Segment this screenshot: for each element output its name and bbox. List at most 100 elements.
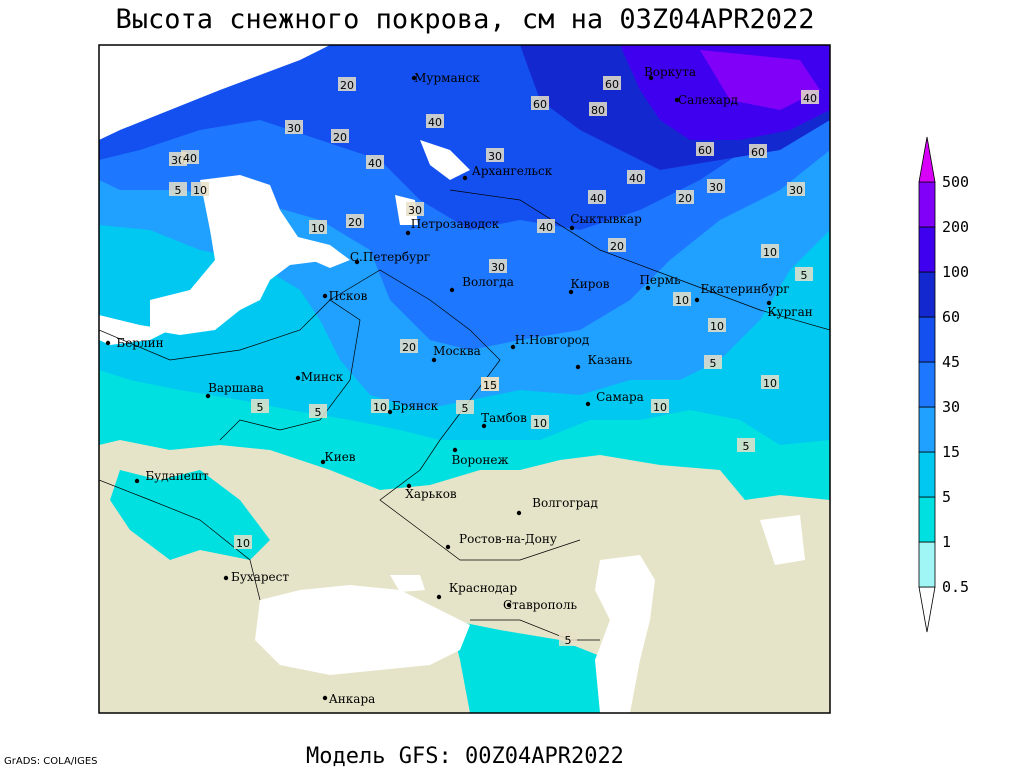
contour-label: 30: [488, 150, 502, 163]
contour-label-bg: [531, 415, 549, 429]
colorbar-segment: [918, 586, 936, 633]
contour-label-bg: [346, 214, 364, 228]
colorbar-label: 45: [942, 353, 960, 371]
contour-label-bg: [707, 179, 725, 193]
contour-label: 10: [675, 294, 689, 307]
contour-label-bg: [456, 400, 474, 414]
contour-label-bg: [651, 399, 669, 413]
white-sea: [420, 140, 470, 180]
city-dot: [406, 483, 412, 489]
colorbar-segment: [918, 181, 936, 228]
contour-label-bg: [559, 632, 577, 646]
contour-label: 20: [610, 240, 624, 253]
city-dot: [506, 602, 512, 608]
contour-label: 20: [678, 192, 692, 205]
contour-label-bg: [696, 142, 714, 156]
sea: [99, 45, 330, 140]
city-dot: [481, 423, 487, 429]
city-dot: [405, 230, 411, 236]
contour-label-bg: [801, 90, 819, 104]
lake: [290, 235, 350, 268]
contour-label: 5: [710, 357, 717, 370]
city-label: Брянск: [392, 399, 439, 413]
contour-label-bg: [676, 190, 694, 204]
city-label: Казань: [588, 353, 633, 367]
contour-label: 5: [801, 269, 808, 282]
city-label: Бухарест: [231, 570, 289, 584]
contour-label-bg: [331, 129, 349, 143]
city-label: Салехард: [678, 93, 738, 107]
city-label: Сыктывкар: [570, 212, 642, 226]
city-dot: [105, 340, 111, 346]
contour-label: 5: [257, 401, 264, 414]
contour-label-bg: [795, 267, 813, 281]
contour-label: 10: [763, 377, 777, 390]
colorbar-label: 1: [942, 533, 951, 551]
contour-label: 10: [373, 401, 387, 414]
colorbar-segment: [918, 271, 936, 318]
city-label: С.Петербург: [350, 250, 430, 264]
city-dot: [766, 300, 772, 306]
city-dot: [205, 393, 211, 399]
city-dot: [575, 364, 581, 370]
city-dot: [645, 285, 651, 291]
snow-200-500: [700, 50, 820, 110]
contour-label: 30: [709, 181, 723, 194]
city-dot: [322, 695, 328, 701]
city-label: Самара: [596, 390, 644, 404]
contour-label: 20: [333, 131, 347, 144]
contour-label: 20: [348, 216, 362, 229]
city-dot: [322, 293, 328, 299]
city-dot: [436, 594, 442, 600]
azov-sea: [390, 575, 425, 592]
colorbar-segment: [918, 451, 936, 498]
city-label: Пермь: [639, 273, 681, 287]
city-label: Архангельск: [472, 164, 553, 178]
contour-label: 60: [605, 78, 619, 91]
contour-label-bg: [426, 114, 444, 128]
contour-label-bg: [787, 182, 805, 196]
black-sea: [255, 585, 470, 675]
city-label: Киров: [571, 277, 610, 291]
city-dot: [694, 297, 700, 303]
city-dot: [411, 75, 417, 81]
contour-label-bg: [366, 155, 384, 169]
credit: GrADS: COLA/IGES: [4, 756, 98, 767]
contour-label-bg: [234, 535, 252, 549]
contour-label-bg: [309, 404, 327, 418]
city-dot: [445, 544, 451, 550]
colorbar-segment: [918, 406, 936, 453]
city-label: Киев: [324, 450, 355, 464]
city-dot: [510, 344, 516, 350]
contour-label: 40: [428, 116, 442, 129]
map-frame: [98, 44, 831, 714]
city-label: Мурманск: [414, 71, 480, 85]
city-dot: [585, 401, 591, 407]
colorbar-label: 5: [942, 488, 951, 506]
contour-label: 5: [315, 406, 322, 419]
city-dot: [568, 289, 574, 295]
city-label: Харьков: [405, 487, 457, 501]
contour-label-bg: [588, 190, 606, 204]
contour-label: 5: [175, 184, 182, 197]
city-dot: [295, 375, 301, 381]
city-label: Псков: [329, 289, 368, 303]
borders: [99, 189, 830, 641]
contour-label-bg: [181, 150, 199, 164]
contour-label: 30: [789, 184, 803, 197]
contour-label: 10: [193, 184, 207, 197]
colorbar-segment: [918, 541, 936, 588]
contour-label-bg: [708, 318, 726, 332]
contour-label-bg: [285, 120, 303, 134]
city-dot: [134, 478, 140, 484]
contour-label: 40: [183, 152, 197, 165]
city-dot: [354, 259, 360, 265]
contour-label-bg: [608, 238, 626, 252]
contour-label-bg: [761, 375, 779, 389]
contour-label: 30: [287, 122, 301, 135]
city-label: Будапешт: [145, 469, 209, 483]
city-label: Варшава: [208, 381, 264, 395]
colorbar-segment: [918, 136, 936, 183]
colorbar-segment: [918, 361, 936, 408]
